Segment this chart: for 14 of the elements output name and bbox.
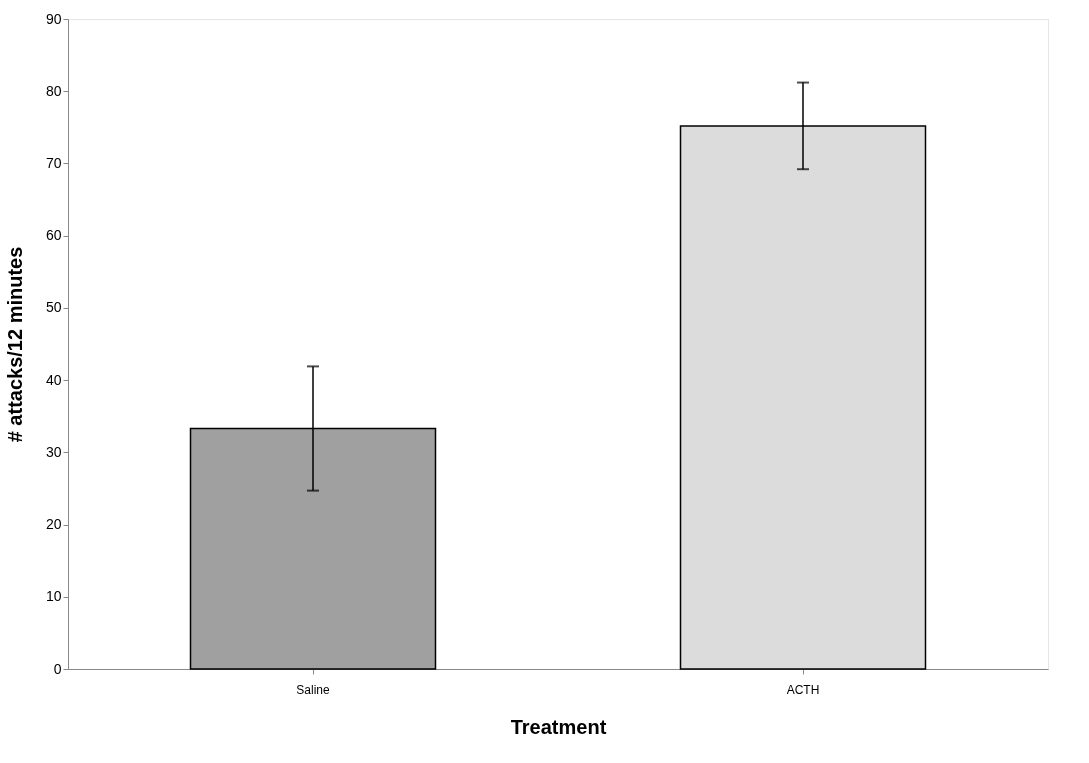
y-tick-label: 50 [45, 299, 62, 316]
x-tick-label: ACTH [786, 682, 820, 697]
y-tick-label: 30 [45, 443, 62, 460]
y-tick-label: 40 [45, 371, 62, 388]
y-tick-label: 10 [45, 588, 62, 605]
x-axis-title: Treatment [510, 715, 607, 738]
y-axis-title: # attacks/12 minutes [3, 246, 26, 443]
x-tick-label: Saline [296, 682, 330, 697]
y-tick-label: 70 [45, 154, 62, 171]
y-tick-label: 0 [53, 660, 62, 677]
y-tick-label: 80 [45, 82, 62, 99]
y-tick-label: 20 [45, 516, 62, 533]
y-tick-label: 60 [45, 227, 62, 244]
y-tick-label: 90 [45, 10, 62, 27]
